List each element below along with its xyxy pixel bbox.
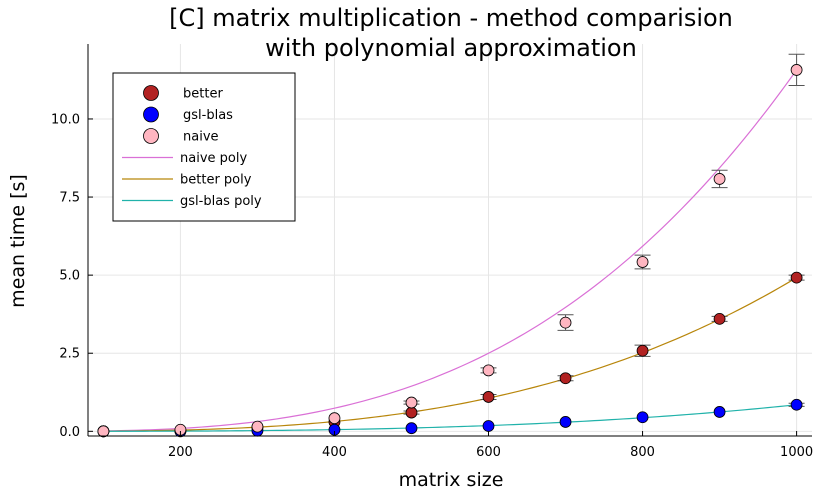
- legend-label-naive: naive: [183, 130, 219, 145]
- point-naive: [713, 173, 726, 185]
- curve-naive-poly: [103, 69, 798, 432]
- y-tick-label: 2.5: [59, 347, 80, 362]
- error-bars: [403, 53, 805, 415]
- legend-box: [112, 72, 296, 222]
- curve-gsl-blas-poly: [103, 404, 797, 432]
- point-naive: [405, 396, 418, 409]
- point-gsl-blas: [559, 416, 572, 428]
- point-gsl-blas: [713, 406, 726, 418]
- x-tick-label: 400: [322, 445, 347, 460]
- legend-label-naive-poly: naive poly: [180, 151, 247, 166]
- axes: [87, 44, 812, 437]
- point-better: [713, 312, 726, 325]
- legend-marker-naive: [143, 128, 159, 144]
- point-naive: [328, 412, 341, 425]
- point-better: [482, 391, 495, 403]
- y-tick-label: 7.5: [59, 191, 80, 206]
- legend-label-better: better: [183, 87, 223, 102]
- point-naive: [790, 64, 803, 76]
- tick-labels: 200 400 600 800 1000 0.0 2.5 5.0 7.5 10.0: [51, 112, 813, 460]
- legend-marker-gsl-blas: [143, 106, 159, 123]
- point-naive: [482, 364, 495, 377]
- legend: better gsl-blas naive naive poly better poly…: [112, 72, 296, 222]
- point-naive: [636, 256, 649, 268]
- point-gsl-blas: [405, 422, 418, 435]
- point-gsl-blas: [482, 420, 495, 432]
- chart-title-line-2: with polynomial approximation: [265, 34, 637, 62]
- y-tick-label: 10.0: [51, 112, 80, 127]
- x-axis-label: matrix size: [399, 469, 504, 490]
- fit-curves: [103, 69, 798, 432]
- data-points: [97, 64, 803, 438]
- chart-title-line-1: [C] matrix multiplication - method compa…: [169, 4, 733, 32]
- point-better: [790, 271, 803, 284]
- legend-label-gsl-blas-poly: gsl-blas poly: [180, 194, 262, 209]
- x-tick-label: 800: [630, 445, 655, 460]
- point-naive: [97, 425, 110, 438]
- point-gsl-blas: [636, 411, 649, 424]
- legend-label-better-poly: better poly: [180, 173, 252, 188]
- point-better: [405, 406, 418, 419]
- point-naive: [559, 316, 572, 329]
- y-axis-label: mean time [s]: [7, 174, 29, 308]
- point-better: [559, 372, 572, 385]
- point-better: [636, 344, 649, 357]
- legend-label-gsl-blas: gsl-blas: [183, 108, 233, 123]
- point-naive: [251, 420, 264, 433]
- x-tick-label: 200: [168, 445, 193, 460]
- y-tick-label: 5.0: [59, 269, 80, 284]
- x-tick-label: 1000: [780, 445, 813, 460]
- curve-better-poly: [103, 277, 797, 432]
- y-tick-label: 0.0: [59, 425, 80, 440]
- point-gsl-blas: [790, 398, 803, 411]
- x-tick-label: 600: [476, 445, 501, 460]
- legend-marker-better: [143, 85, 159, 101]
